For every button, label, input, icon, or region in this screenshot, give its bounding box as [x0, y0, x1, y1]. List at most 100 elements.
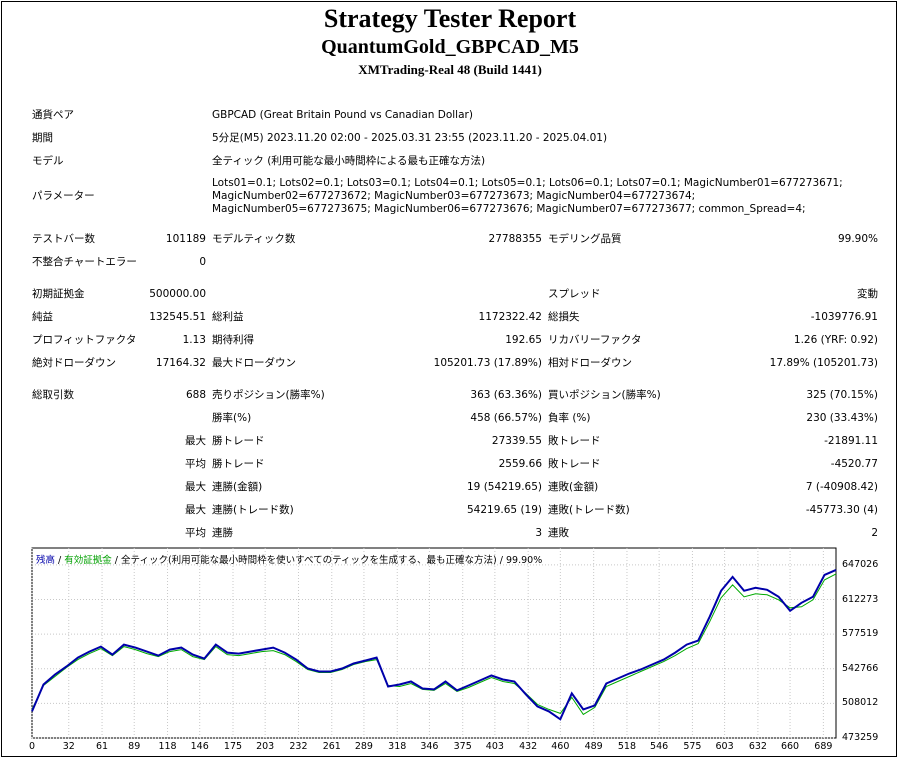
- ticks-label: モデルティック数: [212, 233, 296, 245]
- x-tick-label: 375: [453, 741, 472, 752]
- max-qualifier-3: 最大: [185, 504, 206, 516]
- period-value: 5分足(M5) 2023.11.20 02:00 - 2025.03.31 23…: [212, 132, 608, 144]
- legend-balance: 残高: [36, 555, 56, 566]
- x-tick-label: 32: [62, 741, 75, 752]
- profit-factor-label: プロフィットファクタ: [32, 334, 137, 346]
- quality-value: 99.90%: [837, 233, 878, 245]
- legend-sep: /: [496, 555, 507, 566]
- avg-consec-losses-value: 2: [871, 527, 878, 539]
- model-label: モデル: [32, 155, 64, 167]
- net-profit-label: 純益: [32, 311, 53, 323]
- quality-label: モデリング品質: [548, 233, 622, 245]
- x-tick-label: 546: [650, 741, 669, 752]
- consec-losses-amount-label: 連敗(金額): [548, 481, 599, 493]
- avg-consec-wins-label: 連勝: [212, 527, 233, 539]
- rel-drawdown-label: 相対ドローダウン: [548, 357, 632, 369]
- legend-sep: /: [111, 555, 122, 566]
- total-trades-label: 総取引数: [32, 389, 74, 401]
- consec-losses-count-label: 連敗(トレード数): [548, 504, 630, 516]
- consec-wins-amount-label: 連勝(金額): [212, 481, 263, 493]
- deposit-value: 500000.00: [149, 288, 206, 300]
- long-positions-label: 買いポジション(勝率%): [548, 389, 661, 401]
- avg-win-value: 2559.66: [498, 458, 542, 470]
- avg-win-label: 勝トレード: [212, 458, 265, 470]
- max-drawdown-value: 105201.73 (17.89%): [433, 357, 542, 369]
- gross-loss-label: 総損失: [548, 311, 580, 323]
- avg-loss-value: -4520.77: [830, 458, 878, 470]
- x-tick-label: 289: [354, 741, 373, 752]
- y-tick-label: 612273: [842, 593, 879, 605]
- mismatch-value: 0: [199, 256, 206, 268]
- legend-equity: 有効証拠金: [64, 555, 112, 566]
- y-tick-label: 647026: [842, 558, 879, 570]
- y-tick-label: 577519: [842, 628, 879, 640]
- largest-win-value: 27339.55: [491, 435, 542, 447]
- x-tick-label: 432: [519, 741, 538, 752]
- x-tick-label: 403: [485, 741, 504, 752]
- legend-sep: /: [55, 555, 65, 566]
- x-tick-label: 118: [158, 741, 177, 752]
- params-label: パラメーター: [32, 190, 95, 202]
- period-label: 期間: [32, 132, 53, 144]
- short-positions-value: 363 (63.36%): [470, 389, 542, 401]
- y-tick-label: 473259: [842, 732, 879, 743]
- largest-win-label: 勝トレード: [212, 435, 265, 447]
- loss-rate-label: 負率 (%): [548, 412, 591, 424]
- consec-losses-amount-value: 7 (-40908.42): [805, 481, 878, 493]
- gross-profit-value: 1172322.42: [478, 311, 542, 323]
- bars-value: 101189: [165, 233, 206, 245]
- legend-quality: 99.90%: [506, 555, 543, 566]
- y-tick-label: 542766: [842, 662, 879, 674]
- win-rate-label: 勝率(%): [212, 412, 252, 424]
- chart-lines: [31, 568, 837, 721]
- largest-loss-value: -21891.11: [824, 435, 878, 447]
- max-qualifier-1: 最大: [185, 435, 206, 447]
- strategy-name: QuantumGold_GBPCAD_M5: [321, 36, 579, 58]
- x-tick-label: 489: [584, 741, 603, 752]
- abs-drawdown-value: 17164.32: [155, 357, 206, 369]
- avg-qualifier-1: 平均: [185, 458, 206, 470]
- x-tick-label: 175: [223, 741, 243, 752]
- y-tick-label: 508012: [842, 697, 879, 709]
- x-tick-label: 203: [256, 741, 275, 752]
- total-trades-value: 688: [185, 389, 206, 401]
- gross-profit-label: 総利益: [212, 311, 244, 323]
- server-build: XMTrading-Real 48 (Build 1441): [358, 62, 542, 77]
- x-tick-label: 146: [190, 741, 209, 752]
- x-tick-label: 232: [289, 741, 308, 752]
- deposit-label: 初期証拠金: [32, 288, 85, 300]
- avg-qualifier-2: 平均: [185, 527, 206, 539]
- short-positions-label: 売りポジション(勝率%): [212, 389, 325, 401]
- recovery-factor-value: 1.26 (YRF: 0.92): [793, 334, 878, 346]
- consec-losses-count-value: -45773.30 (4): [805, 504, 878, 516]
- x-tick-label: 261: [322, 741, 341, 752]
- consec-wins-count-value: 54219.65 (19): [467, 504, 542, 516]
- model-value: 全ティック (利用可能な最小時間枠による最も正確な方法): [212, 155, 486, 167]
- x-tick-label: 61: [96, 741, 109, 752]
- expected-payoff-label: 期待利得: [212, 334, 254, 346]
- win-rate-value: 458 (66.57%): [470, 412, 542, 424]
- x-tick-label: 346: [420, 741, 439, 752]
- abs-drawdown-label: 絶対ドローダウン: [32, 357, 116, 369]
- largest-loss-label: 敗トレード: [548, 435, 601, 447]
- spread-value: 変動: [857, 288, 878, 300]
- gross-loss-value: -1039776.91: [810, 311, 878, 323]
- recovery-factor-label: リカバリーファクタ: [548, 334, 642, 346]
- expected-payoff-value: 192.65: [505, 334, 542, 346]
- pair-label: 通貨ペア: [32, 109, 74, 121]
- x-tick-label: 89: [128, 741, 141, 752]
- spread-label: スプレッド: [548, 288, 601, 300]
- x-tick-label: 575: [683, 741, 702, 752]
- avg-consec-wins-value: 3: [535, 527, 542, 539]
- net-profit-value: 132545.51: [149, 311, 206, 323]
- balance-line: [31, 568, 837, 721]
- bars-label: テストバー数: [32, 233, 95, 245]
- x-tick-label: 603: [715, 741, 734, 752]
- loss-rate-value: 230 (33.43%): [806, 412, 878, 424]
- x-tick-label: 689: [814, 741, 833, 752]
- avg-loss-label: 敗トレード: [548, 458, 601, 470]
- profit-factor-value: 1.13: [182, 334, 206, 346]
- x-tick-label: 460: [551, 741, 570, 752]
- chart-plot-area: [31, 547, 837, 739]
